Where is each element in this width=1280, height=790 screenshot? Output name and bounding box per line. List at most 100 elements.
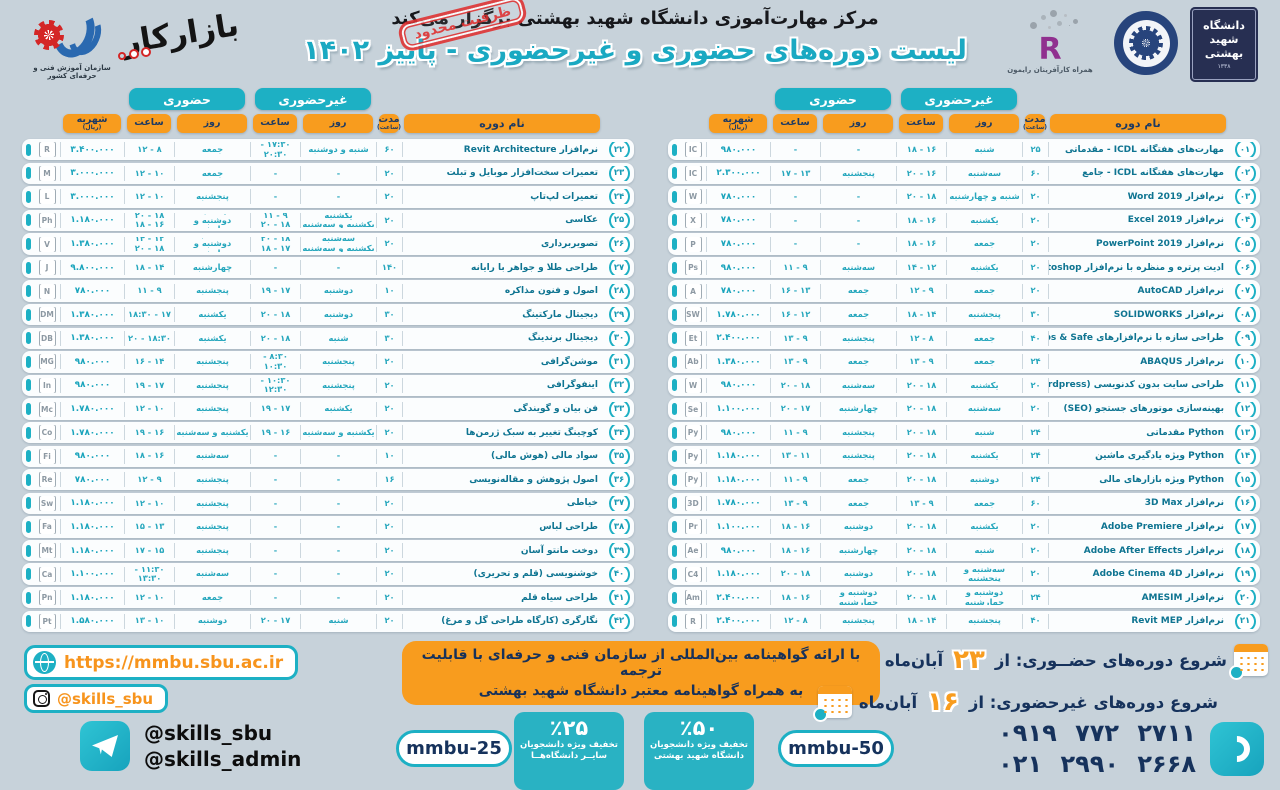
- online-day: سه‌شنبه و پنجشنبه: [946, 566, 1022, 582]
- row-accent-bar: [671, 497, 677, 510]
- course-name: اصول و فنون مذاکره: [402, 283, 604, 299]
- online-time: ۱۸ - ۲۰: [896, 377, 946, 393]
- online-day: یکشنبه و سه‌شنبه: [300, 425, 376, 441]
- course-price: ۱.۳۸۰.۰۰۰: [60, 236, 124, 252]
- course-name: مهارت‌های هفتگانه ICDL - مقدماتی: [1048, 142, 1230, 158]
- wordpress-icon: W: [684, 377, 702, 393]
- pencil-drawing-icon: Pn: [38, 590, 56, 606]
- inperson-time: ۱۶ - ۱۸: [770, 590, 820, 606]
- course-number-badge: ۲۰: [1234, 590, 1256, 606]
- inperson-time: ۹ - ۱۳: [770, 330, 820, 346]
- course-duration: ۲۰: [1022, 519, 1048, 535]
- row-accent-bar: [25, 544, 31, 557]
- online-time: ۱۸ - ۲۰: [896, 590, 946, 606]
- after-effects-icon: Ae: [684, 543, 702, 559]
- inperson-time: -: [770, 236, 820, 252]
- course-row: ۰۸ نرم‌افزار SOLIDWORKS ۳۰ پنجشنبه ۱۴ - …: [668, 304, 1260, 326]
- instagram-link[interactable]: @skills_sbu: [24, 684, 169, 713]
- column-inperson-time: ساعت: [127, 113, 171, 133]
- clock-icon: [812, 707, 828, 722]
- course-number-badge: ۳۳: [608, 401, 630, 417]
- phone-block[interactable]: ۰۹۱۹ ۷۷۲ ۲۷۱۱ ۰۲۱ ۲۹۹۰ ۲۶۶۸: [998, 718, 1264, 780]
- course-row: ۱۸ نرم‌افزار Adobe After Effects ۲۰ شنبه…: [668, 539, 1260, 562]
- course-duration: ۲۰: [376, 519, 402, 535]
- tvto-logo: سازمان آموزش فنی و حرفه‌ای کشور: [26, 1, 118, 80]
- course-name: دوخت مانتو آسان: [402, 543, 604, 559]
- certificate-line-1: با ارائه گواهینامه بین‌المللی از سازمان …: [421, 647, 861, 679]
- course-name: کوچینگ تغییر به سبک ژرمن‌ها: [402, 425, 604, 441]
- course-row: ۰۷ نرم‌افزار AutoCAD ۲۰ جمعه ۹ - ۱۲ جمعه…: [668, 280, 1260, 302]
- inperson-time: ۸ - ۱۲: [770, 613, 820, 629]
- raymon-caption: همراه کارآفرینان رایمون: [1007, 66, 1093, 74]
- inperson-day: یکشنبه: [174, 307, 250, 323]
- online-time: ۱۶ - ۱۸: [896, 142, 946, 158]
- course-duration: ۲۰: [376, 495, 402, 511]
- skill-center-seal-icon: [1114, 11, 1178, 75]
- course-price: ۲.۴۰۰.۰۰۰: [706, 590, 770, 606]
- course-number-badge: ۳۸: [608, 519, 630, 535]
- online-time: ۱۸ - ۲۰: [896, 472, 946, 488]
- course-name: نرم‌افزار Excel 2019: [1048, 212, 1230, 228]
- inperson-day: پنجشنبه: [174, 377, 250, 393]
- instagram-icon: [33, 690, 50, 707]
- inperson-start-day: ۲۳: [953, 645, 985, 675]
- inperson-time: ۱۱ - ۱۳: [770, 448, 820, 464]
- telegram-block[interactable]: @skills_sbu @skills_admin: [80, 720, 301, 772]
- globe-icon: [33, 651, 56, 674]
- inperson-day: -: [820, 142, 896, 158]
- online-time: -: [250, 165, 300, 181]
- course-name: نرم‌افزار PowerPoint 2019: [1048, 236, 1230, 252]
- course-name: تصویربرداری: [402, 236, 604, 252]
- row-accent-bar: [25, 497, 31, 510]
- online-day: -: [300, 448, 376, 464]
- inperson-day: پنجشنبه: [174, 519, 250, 535]
- course-row: ۳۱ موشن‌گرافی ۲۰ پنجشنبه ۸:۳۰ - ۱۰:۳۰ پن…: [22, 351, 634, 373]
- row-accent-bar: [25, 473, 31, 486]
- course-price: ۷۸۰.۰۰۰: [60, 283, 124, 299]
- inperson-time: ۹ - ۱۱: [124, 283, 174, 299]
- course-price: ۹۸۰.۰۰۰: [60, 377, 124, 393]
- inperson-day: جمعه: [174, 590, 250, 606]
- online-day: شنبه: [946, 142, 1022, 158]
- course-row: ۳۹ دوخت مانتو آسان ۲۰ - - پنجشنبه ۱۵ - ۱…: [22, 539, 634, 562]
- online-day: -: [300, 165, 376, 181]
- course-price: ۲.۳۰۰.۰۰۰: [706, 165, 770, 181]
- column-inperson-day: روز: [177, 113, 247, 133]
- online-day: پنجشنبه: [946, 613, 1022, 629]
- course-row: ۲۷ طراحی طلا و جواهر با رایانه ۱۴۰ - - چ…: [22, 256, 634, 279]
- course-row: ۰۱ مهارت‌های هفتگانه ICDL - مقدماتی ۲۵ ش…: [668, 139, 1260, 161]
- inperson-time: -: [770, 189, 820, 205]
- course-row: ۳۲ اینفوگرافی ۲۰ پنجشنبه ۱۰:۳۰ - ۱۲:۳۰ پ…: [22, 374, 634, 397]
- branding-icon: DB: [38, 330, 56, 346]
- course-duration: ۲۰: [376, 425, 402, 441]
- row-accent-bar: [25, 308, 31, 321]
- online-time: ۱۸ - ۲۰: [896, 543, 946, 559]
- course-name: دیجیتال برندینگ: [402, 330, 604, 346]
- course-name: Python مقدماتی: [1048, 425, 1230, 441]
- online-time: ۱۴ - ۱۸: [896, 307, 946, 323]
- online-day: -: [300, 495, 376, 511]
- revit-icon: R: [38, 142, 56, 158]
- column-tuition: شهریه (ریال): [63, 113, 121, 133]
- phone-mobile: ۰۹۱۹ ۷۷۲ ۲۷۱۱: [998, 719, 1196, 747]
- row-accent-bar: [671, 473, 677, 486]
- course-price: ۹۸۰.۰۰۰: [60, 354, 124, 370]
- inperson-time: ۹ - ۱۳: [770, 354, 820, 370]
- course-duration: ۲۰: [1022, 377, 1048, 393]
- course-number-badge: ۲۵: [608, 212, 630, 228]
- tvto-emblem-icon: [26, 1, 118, 63]
- online-time: ۱۸ - ۲۰: [896, 189, 946, 205]
- row-accent-bar: [25, 238, 31, 250]
- website-link[interactable]: https://mmbu.sbu.ac.ir: [24, 645, 299, 680]
- inperson-day: پنجشنبه: [174, 543, 250, 559]
- inperson-time: ۱۷ - ۱۸:۳۰: [124, 307, 174, 323]
- online-time: ۹ - ۱۳: [896, 354, 946, 370]
- microphone-icon: Mc: [38, 401, 56, 417]
- online-day: جمعه: [946, 330, 1022, 346]
- online-time: -: [250, 260, 300, 276]
- online-time: ۱۸ - ۲۰: [896, 401, 946, 417]
- online-day: یکشنبه: [946, 377, 1022, 393]
- online-day: یکشنبه: [946, 212, 1022, 228]
- row-accent-bar: [671, 214, 677, 227]
- course-name: طراحی طلا و جواهر با رایانه: [402, 260, 604, 276]
